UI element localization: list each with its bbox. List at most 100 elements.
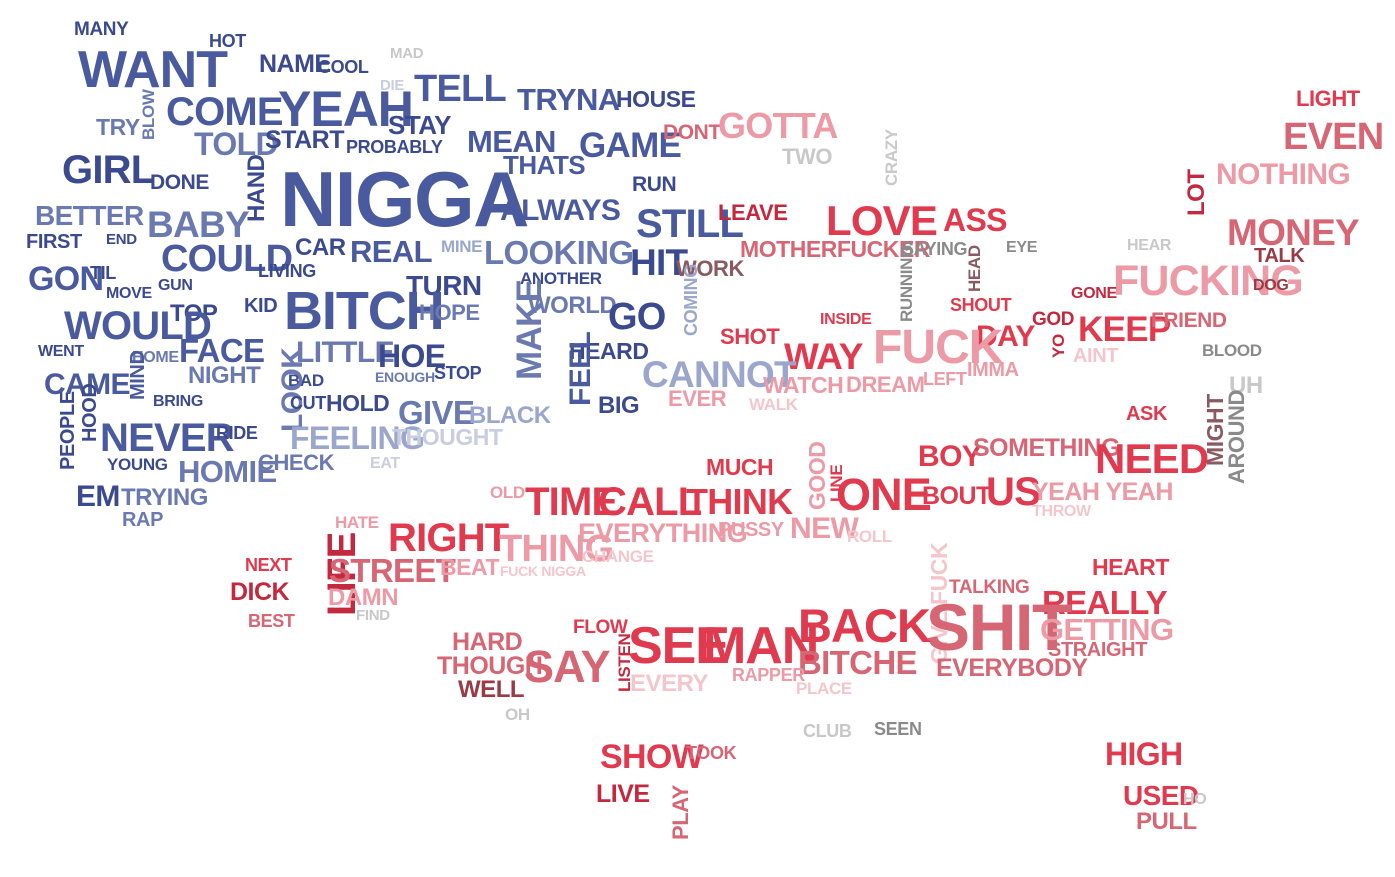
word-something: SOMETHING — [973, 434, 1120, 462]
word-better: BETTER — [35, 200, 144, 231]
word-mean: MEAN — [467, 124, 556, 159]
word-come: COME — [166, 90, 284, 134]
word-hot: HOT — [209, 31, 246, 51]
word-old: OLD — [490, 483, 525, 502]
word-try: TRY — [96, 114, 140, 140]
word-hoe: HOE — [378, 338, 446, 374]
word-cut: CUT — [290, 393, 326, 413]
word-even: EVEN — [1283, 116, 1384, 158]
word-good: GOOD — [804, 441, 830, 510]
word-day: DAY — [976, 320, 1035, 353]
word-tell: TELL — [414, 68, 507, 110]
word-trying: TRYING — [121, 484, 208, 511]
word-dont: DONT — [663, 121, 721, 144]
word-real: REAL — [350, 234, 433, 269]
word-love: LOVE — [826, 197, 938, 244]
word-change: CHANGE — [582, 547, 654, 566]
word-used: USED — [1123, 780, 1199, 811]
word-done: DONE — [150, 171, 209, 194]
word-heart: HEART — [1092, 554, 1169, 580]
word-live: LIVE — [596, 780, 650, 808]
word-motherfucker: MOTHERFUCKER — [740, 236, 930, 262]
word-pussy: PUSSY — [718, 519, 784, 541]
word-feel: FEEL — [564, 331, 597, 406]
word-god: GOD — [1032, 309, 1075, 330]
word-start: START — [265, 126, 344, 154]
word-bitche: BITCHE — [798, 644, 918, 681]
word-dog: DOG — [1253, 277, 1289, 294]
word-go: GO — [608, 296, 666, 338]
word-every: EVERY — [630, 670, 709, 697]
word-gun: GUN — [158, 277, 193, 294]
word-young: YOUNG — [107, 455, 168, 474]
word-keep: KEEP — [1078, 310, 1171, 349]
word-back: BACK — [798, 599, 931, 652]
word-though: THOUGH — [437, 652, 543, 680]
word-hit: HIT — [630, 242, 688, 283]
word-probably: PROBABLY — [346, 137, 443, 157]
word-living: LIVING — [258, 261, 316, 281]
word-straight: STRAIGHT — [1048, 639, 1148, 661]
word-tryna: TRYNA — [517, 82, 620, 117]
word-fucking: FUCKING — [1113, 257, 1304, 305]
word-gon: GON — [28, 260, 104, 298]
word-yo: YO — [1049, 334, 1068, 358]
word-stop: STOP — [434, 363, 482, 383]
word-mad: MAD — [390, 45, 424, 62]
word-em: EM — [76, 480, 120, 513]
word-aint: AINT — [1073, 345, 1119, 367]
word-damn: DAMN — [328, 584, 399, 611]
word-hate: HATE — [335, 513, 379, 532]
word-club: CLUB — [803, 721, 852, 741]
word-light: LIGHT — [1296, 86, 1360, 111]
word-everything: EVERYTHING — [578, 518, 748, 548]
word-way: WAY — [784, 336, 863, 377]
word-many: MANY — [74, 19, 129, 40]
word-could: COULD — [161, 238, 293, 280]
word-boy: BOY — [918, 440, 982, 473]
word-oh: OH — [505, 705, 530, 724]
word-cool: COOL — [318, 57, 369, 77]
word-talking: TALKING — [949, 577, 1030, 598]
word-want: WANT — [78, 41, 228, 99]
word-two: TWO — [782, 144, 832, 169]
word-car: CAR — [295, 234, 346, 261]
word-hard: HARD — [452, 628, 523, 656]
word-crazy: CRAZY — [882, 129, 901, 186]
word-ass: ASS — [943, 202, 1008, 238]
word-call: CALL — [598, 480, 702, 524]
word-ho: HO — [1183, 791, 1207, 808]
word-roll: ROLL — [847, 527, 892, 546]
word-place: PLACE — [796, 679, 852, 698]
word-gotta: GOTTA — [718, 105, 838, 146]
word-find: FIND — [356, 607, 390, 624]
word-ever: EVER — [668, 386, 727, 411]
word-home: HOME — [132, 349, 179, 366]
word-ride: RIDE — [216, 423, 258, 443]
word-world: WORLD — [528, 292, 617, 319]
word-pull: PULL — [1136, 808, 1197, 835]
word-die: DIE — [380, 77, 405, 94]
word-yeah: YEAH — [278, 81, 414, 137]
word-baby: BABY — [147, 204, 250, 245]
word-name: NAME — [259, 50, 331, 78]
word-need: NEED — [1095, 435, 1209, 482]
word-big: BIG — [598, 392, 640, 419]
word-talk: TALK — [1254, 245, 1305, 267]
word-throw: THROW — [1032, 503, 1091, 520]
word-us: US — [986, 470, 1041, 514]
word-another: ANOTHER — [520, 269, 602, 288]
word-dream: DREAM — [846, 372, 925, 397]
word-feeling: FEELING — [290, 420, 425, 456]
word-run: RUN — [632, 173, 677, 196]
word-people: PEOPLE — [57, 391, 79, 470]
word-dick: DICK — [230, 578, 290, 606]
word-yeah-yeah: YEAH YEAH — [1032, 478, 1173, 506]
word-ask: ASK — [1126, 403, 1168, 425]
word-top: TOP — [170, 300, 218, 327]
word-walk: WALK — [749, 395, 798, 414]
word-bring: BRING — [153, 393, 203, 410]
word-thing: THING — [499, 528, 614, 570]
word-man: MAN — [703, 617, 819, 675]
word-thats: THATS — [503, 150, 586, 180]
